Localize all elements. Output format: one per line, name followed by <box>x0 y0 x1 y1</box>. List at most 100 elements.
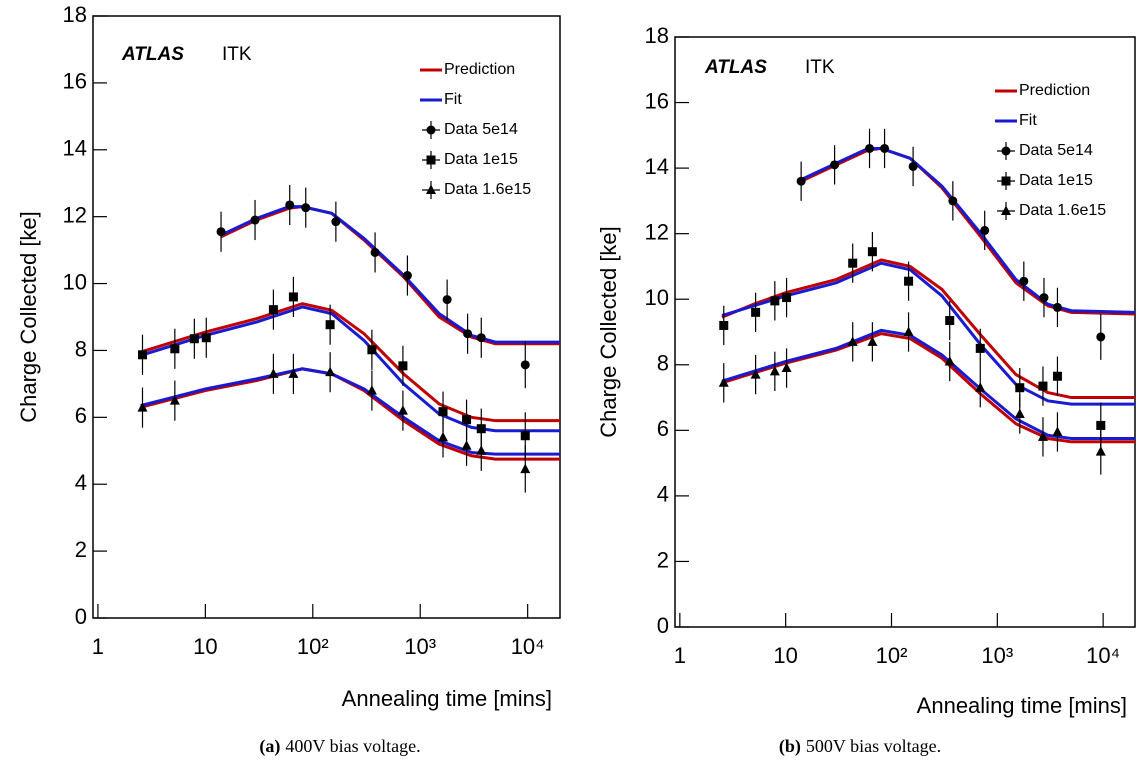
data-point <box>189 334 199 344</box>
legend-marker <box>426 184 436 194</box>
data-point <box>1095 446 1106 456</box>
legend-label: Data 5e14 <box>444 121 518 138</box>
y-tick-label: 2 <box>657 547 669 572</box>
caption-text: 500V bias voltage. <box>806 736 941 756</box>
data-point <box>903 326 914 336</box>
legend-marker <box>426 155 436 165</box>
data-point <box>1096 420 1106 430</box>
y-tick-label: 10 <box>645 285 669 310</box>
data-point <box>268 368 279 378</box>
data-point <box>1014 408 1025 418</box>
x-tick-label: 10 <box>193 634 217 659</box>
data-point <box>867 336 878 346</box>
y-tick-label: 6 <box>657 416 669 441</box>
data-point <box>1052 371 1062 381</box>
legend-label: Prediction <box>1019 82 1090 99</box>
data-point <box>980 225 990 235</box>
data-point <box>751 307 761 317</box>
data-point <box>1039 293 1049 303</box>
y-axis-label: Charge Collected [ke] <box>596 226 621 438</box>
y-tick-label: 12 <box>63 202 87 227</box>
caption-text: 400V bias voltage. <box>285 736 420 756</box>
data-point <box>216 227 226 237</box>
data-point <box>370 247 380 257</box>
curve <box>140 305 560 433</box>
data-point <box>476 424 486 434</box>
atlas-label: ATLAS <box>121 44 184 65</box>
y-tick-label: 2 <box>75 537 87 562</box>
curve <box>140 367 560 456</box>
data-point <box>288 292 298 302</box>
y-tick-label: 10 <box>63 269 87 294</box>
y-tick-label: 6 <box>75 403 87 428</box>
curve <box>140 302 560 423</box>
plot-frame <box>674 36 1136 628</box>
y-tick-label: 0 <box>657 613 669 638</box>
atlas-label: ATLAS <box>704 57 767 78</box>
legend-label: Data 5e14 <box>1019 142 1093 159</box>
legend-label: Data 1e15 <box>444 151 518 168</box>
data-point <box>137 350 147 360</box>
data-point <box>268 305 278 315</box>
data-point <box>880 143 890 153</box>
data-point <box>865 143 875 153</box>
data-point <box>781 362 792 373</box>
data-point <box>325 366 336 377</box>
legend-label: Fit <box>1019 112 1037 129</box>
x-tick-label: 1 <box>674 643 686 668</box>
data-point <box>1015 383 1025 393</box>
data-point <box>476 445 487 455</box>
data-point <box>402 271 412 281</box>
legend-label: Data 1e15 <box>1019 172 1093 189</box>
y-axis-label: Charge Collected [ke] <box>16 211 41 423</box>
data-point <box>288 368 299 378</box>
data-point <box>462 415 472 425</box>
chart-panel: 0 2 4 6 8 10 12 14 16 18 1 10 10² 10³ 10⁴ Charge Collec… <box>16 2 561 757</box>
data-point <box>945 316 955 326</box>
data-point <box>908 161 918 171</box>
data-point <box>442 295 452 305</box>
data-point <box>769 365 780 376</box>
data-point <box>1038 381 1048 391</box>
data-point <box>975 382 986 392</box>
y-tick-label: 8 <box>657 351 669 376</box>
caption: (a) 400V bias voltage. <box>259 736 420 757</box>
data-point <box>848 258 858 268</box>
data-point <box>137 402 148 412</box>
data-point <box>520 360 530 370</box>
data-point <box>397 405 408 415</box>
data-point <box>461 440 472 450</box>
y-tick-label: 18 <box>645 23 669 48</box>
curve <box>721 261 1135 406</box>
y-tick-label: 14 <box>645 154 669 179</box>
data-point <box>325 320 335 330</box>
y-tick-label: 16 <box>63 69 87 94</box>
curve <box>721 332 1135 444</box>
x-axis-label: Annealing time [mins] <box>342 686 552 711</box>
curve <box>220 205 560 344</box>
y-tick-label: 12 <box>645 219 669 244</box>
x-tick-label: 1 <box>92 634 104 659</box>
data-point <box>830 160 840 170</box>
data-point <box>170 344 180 354</box>
y-tick-label: 18 <box>63 2 87 27</box>
data-point <box>782 293 792 303</box>
chart-panel: 0 2 4 6 8 10 12 14 16 18 1 10 10² 10³ 10⁴ Charge Collec… <box>596 23 1136 757</box>
curve <box>721 328 1135 441</box>
x-tick-label: 10 <box>773 643 797 668</box>
y-tick-label: 8 <box>75 336 87 361</box>
data-point <box>948 196 958 206</box>
legend-label: Data 1.6e15 <box>444 181 531 198</box>
data-point <box>285 200 295 210</box>
data-point <box>750 369 761 379</box>
plot-frame <box>92 15 561 619</box>
x-tick-label: 10³ <box>404 634 436 659</box>
data-point <box>1037 431 1048 441</box>
data-point <box>867 247 877 257</box>
x-axis-label: Annealing time [mins] <box>917 693 1127 718</box>
data-point <box>1052 302 1062 312</box>
caption-label: (b) <box>779 736 801 757</box>
legend-marker <box>426 125 436 135</box>
itk-label: ITK <box>222 44 252 65</box>
data-point <box>944 356 955 366</box>
